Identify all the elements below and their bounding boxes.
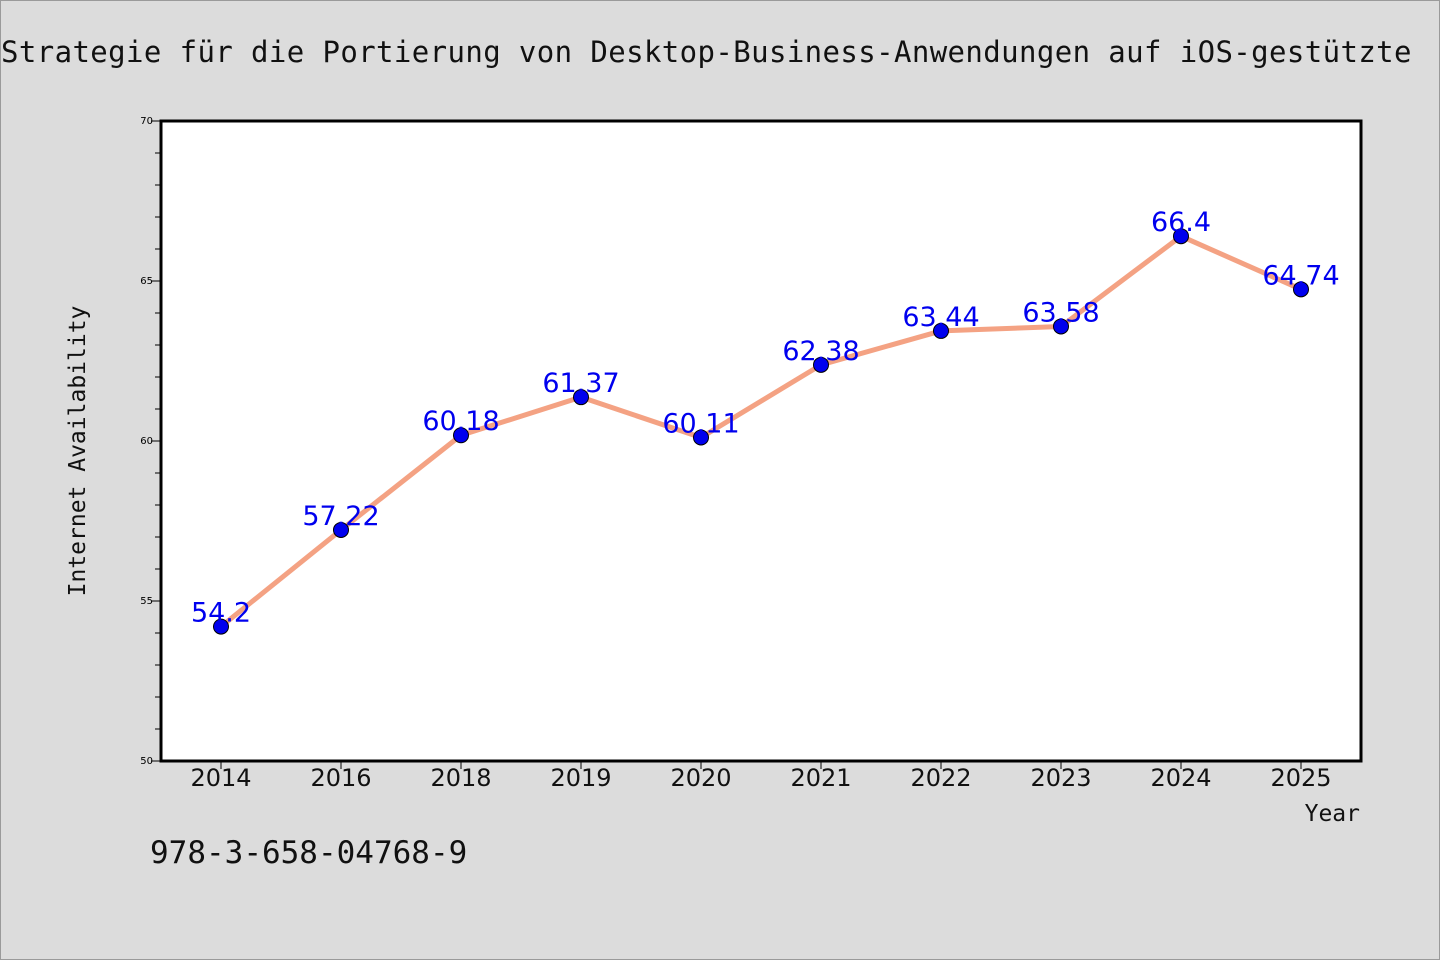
x-tick-label: 2020 <box>670 764 731 792</box>
y-tick-label: 60 <box>140 436 153 447</box>
data-label: 63.58 <box>1022 297 1099 328</box>
x-axis-label: Year <box>1305 801 1360 827</box>
data-label: 61.37 <box>542 368 619 399</box>
label-layer: Year Internet Availability 54.2 57.22 60.18 6… <box>65 207 1360 827</box>
data-point <box>213 618 229 635</box>
data-point <box>1293 281 1309 298</box>
data-label: 60.11 <box>662 408 739 439</box>
x-tick-label: 2019 <box>550 764 611 792</box>
x-tick-label: 2022 <box>910 764 971 792</box>
data-label: 63.44 <box>902 302 979 333</box>
x-tick-label: 2016 <box>310 764 371 792</box>
data-point <box>333 521 349 538</box>
plot-area <box>159 119 1363 763</box>
y-tick-label: 70 <box>140 116 153 127</box>
data-point <box>1053 318 1069 335</box>
series-layer <box>213 228 1309 635</box>
data-point <box>573 389 589 406</box>
data-label: 64.74 <box>1262 260 1339 291</box>
data-point <box>933 322 949 339</box>
x-tick-label: 2018 <box>430 764 491 792</box>
series-line <box>219 233 1303 629</box>
x-tick-label: 2021 <box>790 764 851 792</box>
y-tick-label: 65 <box>140 276 153 287</box>
x-tick-label: 2014 <box>190 764 251 792</box>
isbn-annotation: 978-3-658-04768-9 <box>150 835 468 871</box>
data-label: 66.4 <box>1151 207 1211 238</box>
data-point <box>1173 228 1189 245</box>
tick-layer: 50 55 60 65 70 2014 2016 2018 2019 2020 2021 2022 20… <box>140 116 1331 792</box>
data-point <box>693 429 709 446</box>
x-tick-label: 2024 <box>1150 764 1211 792</box>
data-label: 57.22 <box>302 501 379 532</box>
x-tick-label: 2025 <box>1270 764 1331 792</box>
y-tick-label: 55 <box>140 596 153 607</box>
chart-title: Strategie für die Portierung von Desktop… <box>1 35 1412 69</box>
data-label: 60.18 <box>422 406 499 437</box>
data-point <box>453 427 469 444</box>
data-label: 62.38 <box>782 336 859 367</box>
data-point <box>813 356 829 373</box>
data-label: 54.2 <box>191 598 251 629</box>
y-axis-label: Internet Availability <box>65 306 91 597</box>
y-tick-label: 50 <box>140 756 153 767</box>
x-tick-label: 2023 <box>1030 764 1091 792</box>
